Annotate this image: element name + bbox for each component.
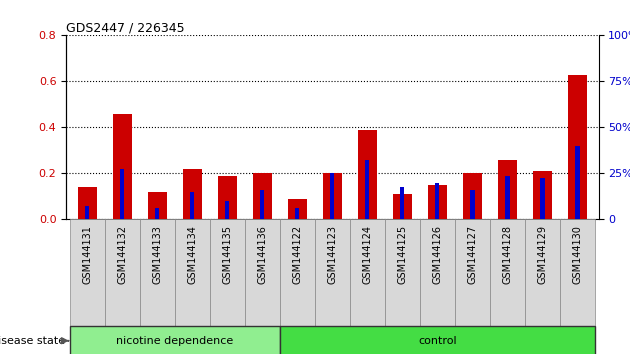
Bar [560, 219, 595, 326]
Bar [471, 189, 474, 219]
Text: GSM144124: GSM144124 [362, 225, 372, 284]
Text: GSM144133: GSM144133 [152, 225, 162, 284]
Bar [225, 201, 229, 219]
Bar [463, 173, 482, 219]
Bar [392, 194, 412, 219]
Bar [210, 219, 245, 326]
Bar [385, 219, 420, 326]
Bar [400, 187, 404, 219]
Bar [505, 176, 510, 219]
Text: GSM144132: GSM144132 [117, 225, 127, 284]
Bar [420, 219, 455, 326]
Bar [525, 219, 560, 326]
Bar [260, 189, 265, 219]
Bar [280, 219, 315, 326]
Bar [85, 206, 89, 219]
Bar [77, 187, 97, 219]
Bar [315, 219, 350, 326]
Bar [435, 183, 440, 219]
Bar [533, 171, 552, 219]
Bar [365, 160, 369, 219]
Bar [358, 130, 377, 219]
Text: GSM144131: GSM144131 [82, 225, 92, 284]
Bar [295, 208, 299, 219]
Bar [70, 326, 280, 354]
Bar [253, 173, 272, 219]
Text: GSM144125: GSM144125 [398, 225, 408, 284]
Text: GSM144127: GSM144127 [467, 225, 478, 284]
Bar [147, 192, 167, 219]
Bar [120, 169, 124, 219]
Bar [568, 74, 587, 219]
Bar [575, 146, 580, 219]
Text: disease state: disease state [0, 336, 66, 346]
Text: GSM144134: GSM144134 [187, 225, 197, 284]
Bar [140, 219, 175, 326]
Bar [330, 173, 335, 219]
Text: GSM144122: GSM144122 [292, 225, 302, 284]
Text: GSM144130: GSM144130 [573, 225, 583, 284]
Bar [323, 173, 342, 219]
Text: GSM144126: GSM144126 [432, 225, 442, 284]
Bar [490, 219, 525, 326]
Text: GSM144136: GSM144136 [257, 225, 267, 284]
Bar [288, 199, 307, 219]
Bar [183, 169, 202, 219]
Text: GDS2447 / 226345: GDS2447 / 226345 [66, 21, 185, 34]
Bar [190, 192, 194, 219]
Bar [217, 176, 237, 219]
Text: control: control [418, 336, 457, 346]
Bar [498, 160, 517, 219]
Bar [350, 219, 385, 326]
Bar [455, 219, 490, 326]
Bar [280, 326, 595, 354]
Bar [541, 178, 544, 219]
Text: GSM144128: GSM144128 [503, 225, 512, 284]
Bar [175, 219, 210, 326]
Text: GSM144135: GSM144135 [222, 225, 232, 284]
Text: GSM144123: GSM144123 [328, 225, 337, 284]
Bar [155, 208, 159, 219]
Bar [105, 219, 140, 326]
Bar [428, 185, 447, 219]
Text: GSM144129: GSM144129 [537, 225, 547, 284]
Bar [113, 114, 132, 219]
Text: nicotine dependence: nicotine dependence [116, 336, 233, 346]
Bar [70, 219, 105, 326]
Bar [245, 219, 280, 326]
